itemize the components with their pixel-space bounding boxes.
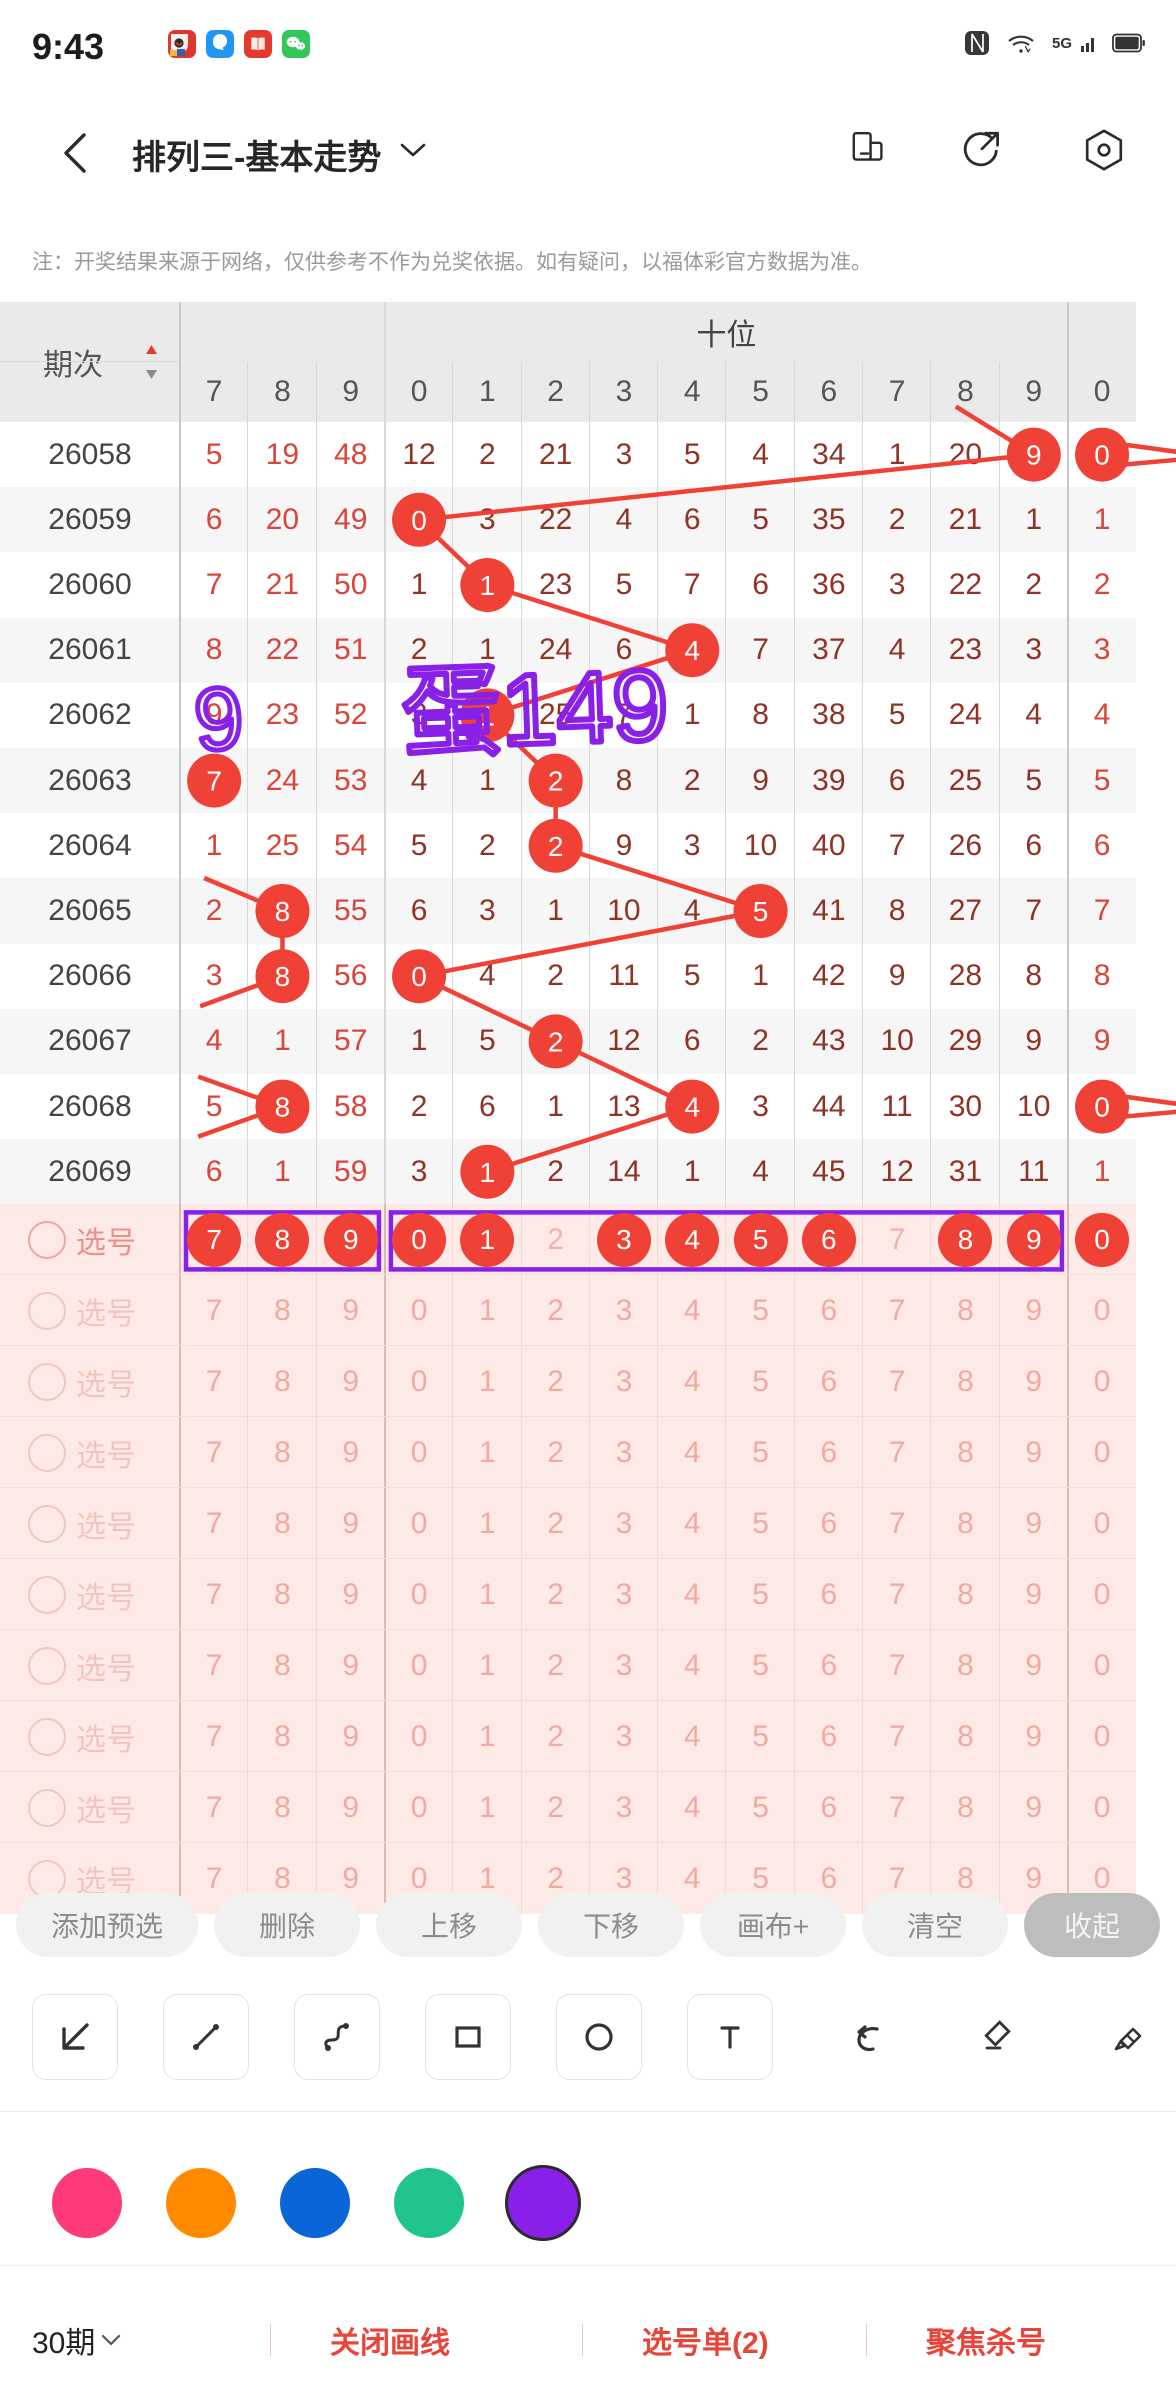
svg-text:5G: 5G <box>1052 35 1072 52</box>
